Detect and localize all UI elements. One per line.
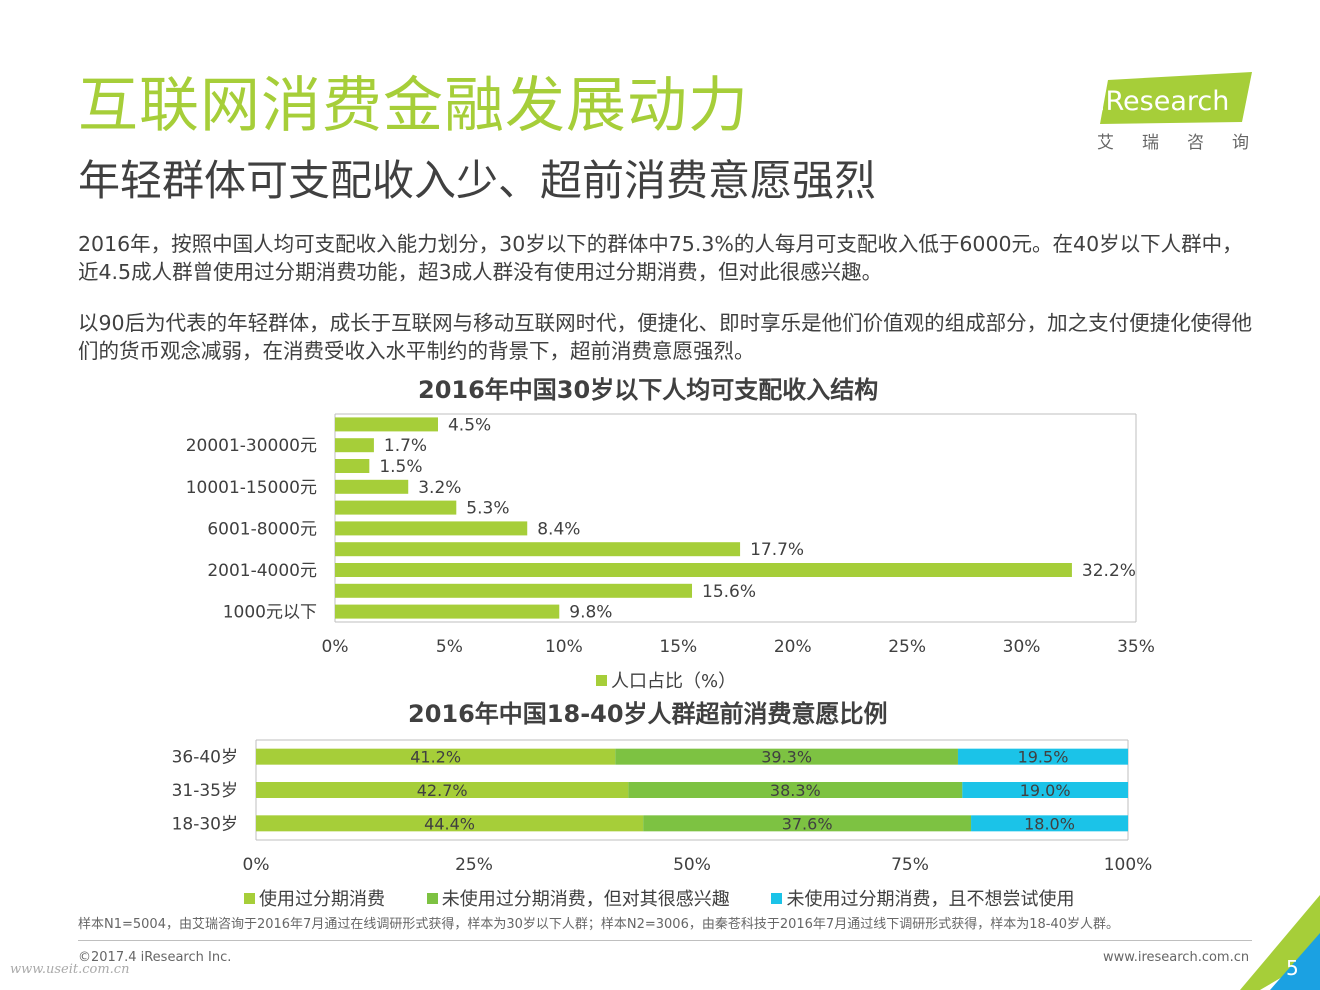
chart2-x-tick: 0% [243,855,270,875]
chart1-bar [335,479,409,494]
legend-swatch [596,674,607,686]
chart1-value-label: 4.5% [448,415,491,435]
chart1-title: 2016年中国30岁以下人均可支配收入结构 [418,376,879,404]
chart1-legend-item: 人口占比（%） [596,667,736,693]
chart2-segment [615,748,958,765]
footer-divider [78,940,1252,941]
website-link[interactable]: www.iresearch.com.cn [1103,950,1250,965]
chart2-segment-label: 39.3% [761,748,812,767]
chart2-segment-label: 19.5% [1018,748,1069,767]
chart2-legend-label-2: 未使用过分期消费，但对其很感兴趣 [441,889,730,910]
page-number: 5 [1286,956,1299,980]
chart1-x-tick: 20% [774,637,812,657]
chart1-bar [335,417,438,432]
chart2-category-label: 31-35岁 [172,781,238,801]
chart1-bar [335,438,374,453]
chart1-legend: 人口占比（%） [596,667,772,693]
consumption-intent-chart: 18-30岁 44.4% 37.6% 18.0% 31-35岁 42.7% 38.3% 19.… [172,739,1153,875]
page-subtitle: 年轻群体可支配收入少、超前消费意愿强烈 [78,156,877,205]
income-structure-chart: 9.8% 1000元以下 15.6% 32.2% 2001-4000元 17.7% 8.4%… [186,413,1155,657]
chart1-value-label: 1.5% [379,457,422,477]
chart1-category-label: 20001-30000元 [186,436,317,456]
chart1-x-tick: 15% [659,637,697,657]
chart2-x-tick: 25% [455,855,493,875]
chart2-segment [643,815,972,832]
chart1-bar [335,521,528,536]
chart1-legend-label: 人口占比（%） [611,671,737,692]
corner-decoration [1240,895,1320,990]
chart1-bar [335,604,560,619]
source-note: 样本N1=5004，由艾瑞咨询于2016年7月通过在线调研形式获得，样本为30岁… [78,917,1119,932]
chart1-bar [335,500,457,515]
chart2-x-tick: 50% [673,855,711,875]
chart1-category-label: 2001-4000元 [207,561,317,581]
chart1-category-label: 6001-8000元 [207,519,317,539]
legend-swatch [771,892,783,904]
chart1-bar [335,459,370,473]
copyright: ©2017.4 iResearch Inc. [78,950,232,965]
chart2-segment-label: 37.6% [782,814,833,833]
chart1-value-label: 8.4% [537,519,580,539]
chart1-x-tick: 5% [436,637,463,657]
paragraph-2: 以90后为代表的年轻群体，成长于互联网与移动互联网时代，便捷化、即时享乐是他们价… [78,311,1253,363]
chart2-legend-item-3: 未使用过分期消费，且不想尝试使用 [771,885,1074,911]
chart2-title: 2016年中国18-40岁人群超前消费意愿比例 [408,700,888,728]
corner-blue [1270,933,1320,990]
chart2-segment [962,782,1128,798]
chart1-x-tick: 30% [1003,637,1041,657]
legend-swatch [244,892,255,904]
chart1-x-tick: 0% [322,637,349,657]
logo-brand-text: iResearch [1098,86,1229,117]
chart1-bar [335,583,693,598]
chart2-segment [256,782,629,798]
chart1-category-label: 10001-15000元 [186,478,317,498]
chart2-category-label: 36-40岁 [172,748,238,768]
chart1-x-tick: 35% [1117,637,1155,657]
page-title: 互联网消费金融发展动力 [78,71,749,141]
chart1-value-label: 9.8% [569,603,612,623]
chart1-value-label: 3.2% [418,478,461,498]
chart2-x-tick: 100% [1104,855,1153,875]
chart1-bar [335,542,741,557]
chart2-segment [256,815,644,832]
chart2-segment [256,748,616,765]
chart2-legend-label-3: 未使用过分期消费，且不想尝试使用 [786,889,1075,910]
chart1-value-label: 32.2% [1082,561,1136,581]
logo-badge [1100,72,1252,124]
chart1-bar [335,563,1072,577]
logo-cn-text: 艾瑞咨询 [1097,133,1277,153]
chart2-legend-label-1: 使用过分期消费 [259,889,385,910]
iresearch-logo: iResearch [1098,72,1252,124]
chart1-value-label: 17.7% [750,540,804,560]
chart1-x-tick: 10% [545,637,583,657]
paragraph-1: 2016年，按照中国人均可支配收入能力划分，30岁以下的群体中75.3%的人每月… [78,232,1243,284]
legend-swatch [426,892,438,904]
chart2-legend: 使用过分期消费 未使用过分期消费，但对其很感兴趣 未使用过分期消费，且不想尝试使… [244,885,1110,911]
chart2-segment [957,748,1128,765]
watermark: www.useit.com.cn [10,962,130,977]
chart1-category-label: 1000元以下 [223,603,317,623]
chart1-value-label: 15.6% [702,582,756,602]
chart2-segment-label: 41.2% [410,748,461,767]
chart1-x-tick: 25% [888,637,926,657]
chart2-segment-label: 19.0% [1020,781,1071,800]
chart2-segment-label: 18.0% [1024,814,1075,833]
chart1-value-label: 1.7% [384,436,427,456]
chart2-segment-label: 38.3% [770,781,821,800]
chart2-segment [971,815,1128,832]
chart2-x-tick: 75% [891,855,929,875]
chart2-segment-label: 44.4% [424,814,475,833]
chart1-value-label: 5.3% [466,499,509,519]
chart2-segment-label: 42.7% [417,781,468,800]
chart2-category-label: 18-30岁 [172,814,238,834]
chart2-legend-item-2: 未使用过分期消费，但对其很感兴趣 [426,885,730,911]
chart2-segment [628,782,963,798]
chart2-legend-item-1: 使用过分期消费 [244,885,385,911]
